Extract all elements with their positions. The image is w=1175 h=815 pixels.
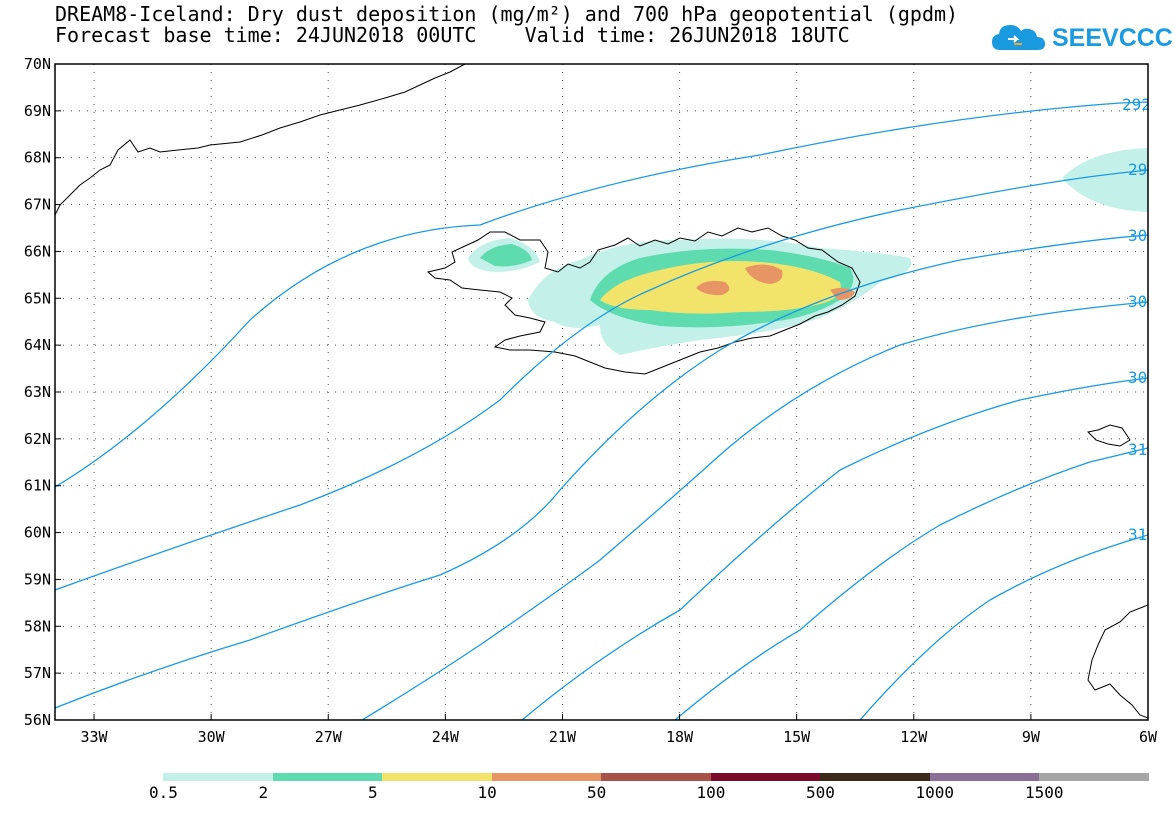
- colorbar-segment: [272, 773, 382, 781]
- colorbar-segment: [929, 773, 1039, 781]
- map-title: DREAM8-Iceland: Dry dust deposition (mg/…: [55, 2, 959, 26]
- shade-iceland-orange-2: [745, 264, 783, 284]
- colorbar-label: 0.5: [149, 783, 178, 802]
- lat-tick-label: 65N: [24, 289, 51, 307]
- lat-tick-label: 57N: [24, 664, 51, 682]
- lon-tick-label: 30W: [198, 728, 226, 746]
- contour-label: 31: [1128, 525, 1147, 544]
- iceland-coastline: [426, 227, 861, 375]
- colorbar-label: 50: [587, 783, 607, 802]
- geopotential-contour: [674, 447, 1148, 720]
- colorbar-label: 2: [258, 783, 269, 802]
- greenland-coastline: [55, 64, 466, 216]
- coastlines: [55, 64, 1148, 719]
- colorbar-segment: [820, 773, 930, 781]
- contour-label: 31: [1128, 440, 1147, 459]
- graticule: [55, 64, 1148, 720]
- geopotential-contour: [55, 101, 1148, 488]
- lat-tick-label: 70N: [24, 55, 51, 73]
- lon-tick-label: 6W: [1139, 728, 1158, 746]
- geopotential-contour: [55, 169, 1148, 591]
- shade-east-atlantic: [1062, 148, 1148, 212]
- colorbar-label: 10: [477, 783, 497, 802]
- lat-tick-label: 56N: [24, 711, 51, 729]
- colorbar-label: 1500: [1025, 783, 1064, 802]
- lon-tick-label: 15W: [783, 728, 811, 746]
- colorbar-segment: [601, 773, 711, 781]
- colorbar-segment: [710, 773, 820, 781]
- dust-deposition-shading: [468, 148, 1148, 355]
- shade-westfjords-green: [480, 244, 532, 267]
- map-frame: [54, 63, 1149, 721]
- lat-tick-label: 59N: [24, 570, 51, 588]
- lon-tick-label: 24W: [432, 728, 460, 746]
- logo-text: SEEVCCC: [1052, 24, 1173, 52]
- lat-tick-label: 66N: [24, 242, 51, 260]
- colorbar-segment: [382, 773, 492, 781]
- lon-tick-label: 33W: [80, 728, 108, 746]
- lat-tick-label: 61N: [24, 477, 51, 495]
- colorbar-segment: [1039, 773, 1149, 781]
- geopotential-contour: [859, 534, 1148, 720]
- lat-tick-label: 62N: [24, 430, 51, 448]
- map-subtitle: Forecast base time: 24JUN2018 00UTC Vali…: [55, 23, 850, 47]
- colorbar-label: 500: [806, 783, 835, 802]
- colorbar-segment: [491, 773, 601, 781]
- lon-tick-label: 27W: [315, 728, 343, 746]
- lat-tick-label: 67N: [24, 196, 51, 214]
- geopotential-contour: [361, 301, 1148, 720]
- lat-tick-label: 60N: [24, 524, 51, 542]
- lon-tick-label: 12W: [900, 728, 928, 746]
- lat-tick-label: 69N: [24, 102, 51, 120]
- colorbar-label: 1000: [915, 783, 955, 802]
- scotland-coastline: [1087, 604, 1148, 719]
- colorbar-segment: [163, 773, 273, 781]
- lon-tick-label: 18W: [666, 728, 694, 746]
- contour-label: 29: [1128, 160, 1147, 179]
- shade-iceland-orange-1: [696, 280, 730, 296]
- geopotential-contour: [55, 234, 1148, 709]
- faroe-islands-coastline: [1086, 424, 1131, 447]
- cloud-icon: [992, 25, 1045, 50]
- lat-tick-label: 64N: [24, 336, 51, 354]
- lat-tick-label: 58N: [24, 617, 51, 635]
- lat-tick-label: 68N: [24, 149, 51, 167]
- lat-tick-label: 63N: [24, 383, 51, 401]
- geopotential-contours: 292 29 30 30 30 31 31: [55, 95, 1151, 720]
- lon-tick-label: 21W: [549, 728, 577, 746]
- colorbar-label: 5: [368, 783, 378, 802]
- contour-label: 30: [1128, 226, 1147, 245]
- axis-ticks: 33W 30W 27W 24W 21W 18W 15W 12W 9W 6W 56N 57N 58N 59N…: [24, 55, 1158, 746]
- contour-label: 292: [1122, 95, 1151, 114]
- colorbar-label: 100: [696, 783, 726, 802]
- contour-label: 30: [1128, 292, 1147, 311]
- geopotential-contour: [521, 377, 1148, 720]
- seevccc-logo: SEEVCCC: [990, 20, 1173, 56]
- contour-label: 30: [1128, 368, 1147, 387]
- lon-tick-label: 9W: [1022, 728, 1041, 746]
